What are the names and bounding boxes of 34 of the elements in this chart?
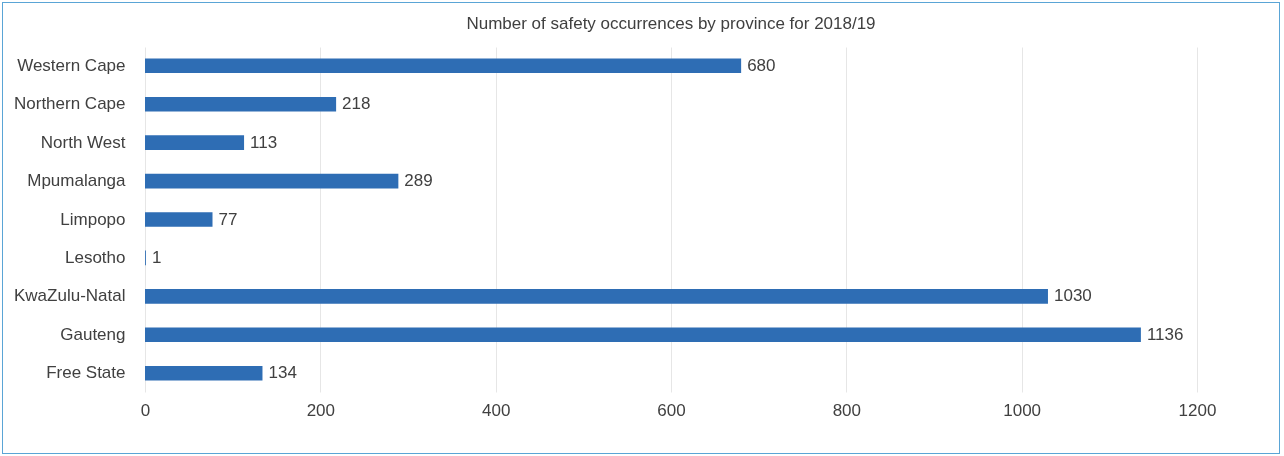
bar [145, 96, 337, 112]
data-label: 134 [268, 363, 297, 383]
y-tick-label: Gauteng [60, 324, 126, 344]
data-label: 1030 [1053, 286, 1092, 306]
bar [145, 58, 742, 74]
data-label: 218 [342, 94, 371, 114]
bar [145, 212, 213, 227]
y-tick-label: Mpumalanga [27, 171, 127, 191]
x-tick-label: 1000 [1003, 400, 1042, 420]
y-tick-label: North West [40, 132, 126, 152]
data-label: 1136 [1146, 324, 1184, 344]
x-tick-label: 0 [140, 400, 151, 420]
y-tick-label: Western Cape [17, 55, 126, 75]
x-tick-label: 1200 [1178, 400, 1217, 420]
y-tick-label: Limpopo [60, 209, 126, 229]
y-tick-label: Lesotho [65, 247, 126, 267]
x-tick-label: 400 [481, 400, 511, 420]
chart-title: Number of safety occurrences by province for 2018/19 [466, 14, 876, 33]
data-label: 113 [250, 132, 278, 152]
bar [145, 289, 1048, 304]
x-tick-label: 800 [832, 400, 862, 420]
data-label: 77 [218, 209, 238, 229]
bar [145, 173, 399, 189]
data-label: 289 [404, 171, 433, 191]
bar [145, 327, 1141, 343]
y-tick-label: KwaZulu-Natal [14, 286, 126, 306]
y-tick-label: Northern Cape [13, 94, 126, 114]
bar [145, 365, 263, 381]
x-tick-label: 200 [306, 400, 336, 420]
data-label: 680 [747, 55, 776, 75]
y-tick-label: Free State [46, 363, 126, 383]
x-tick-label: 600 [657, 400, 686, 420]
bar [145, 135, 245, 150]
data-label: 1 [151, 247, 162, 267]
